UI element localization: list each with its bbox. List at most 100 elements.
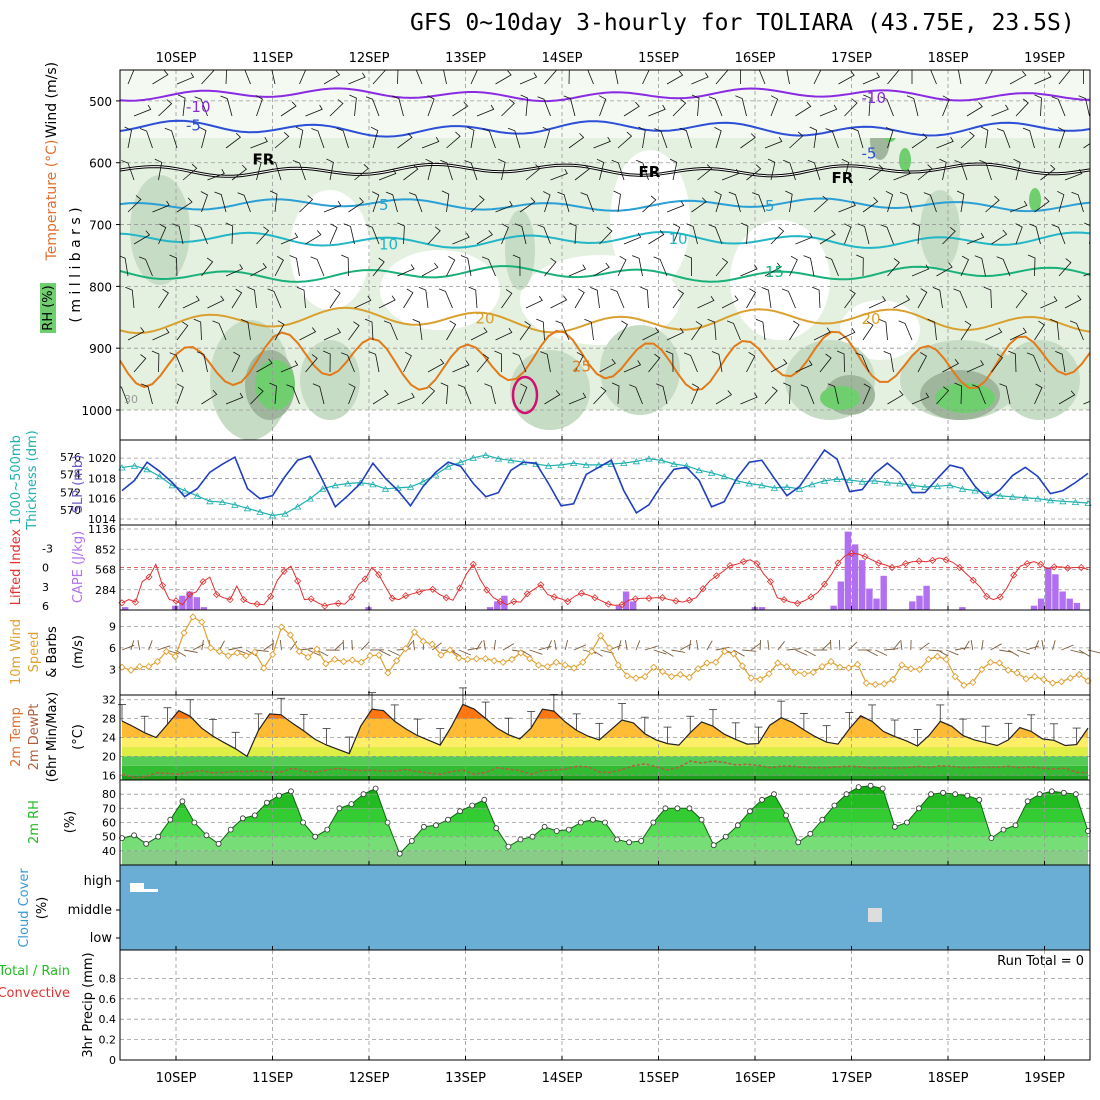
li-point bbox=[550, 593, 558, 601]
wind-speed-point bbox=[871, 680, 879, 689]
li-point bbox=[294, 577, 302, 585]
wind-barb bbox=[176, 197, 193, 213]
wind-barb bbox=[912, 222, 921, 245]
wind-barb bbox=[440, 382, 449, 405]
wind-barb bbox=[857, 223, 870, 245]
wind-barb bbox=[721, 168, 740, 181]
wind-barb bbox=[568, 70, 570, 85]
wind-barb bbox=[803, 255, 815, 277]
wind-speed-point bbox=[526, 655, 534, 663]
cape-bar bbox=[844, 531, 852, 610]
wind-barb bbox=[983, 286, 992, 309]
thickness-point bbox=[582, 461, 590, 468]
wind-barb bbox=[632, 255, 643, 277]
wind-speed-point bbox=[712, 658, 720, 666]
wind-barb bbox=[878, 318, 888, 341]
thickness-point bbox=[456, 458, 465, 466]
wind-barb bbox=[200, 191, 208, 213]
rh-point bbox=[843, 791, 850, 798]
wind-speed-point bbox=[995, 659, 1004, 667]
wind-barb bbox=[786, 70, 790, 85]
wind-barb bbox=[813, 70, 822, 85]
wind-barb bbox=[930, 70, 937, 85]
wind-barb bbox=[666, 327, 684, 341]
rh-point bbox=[420, 823, 427, 830]
wind-barb bbox=[280, 360, 299, 373]
wind-speed-point bbox=[339, 657, 348, 666]
isotherm-label: 5 bbox=[379, 196, 389, 214]
wind-barb bbox=[568, 264, 587, 277]
li-point bbox=[780, 596, 788, 604]
wind-barb bbox=[403, 351, 412, 373]
wind-barb-10m bbox=[529, 649, 543, 655]
wind-barb bbox=[1009, 70, 1027, 85]
wind-speed-point bbox=[180, 629, 188, 637]
cape-bar bbox=[859, 560, 866, 610]
wind-barb bbox=[1034, 383, 1043, 405]
wind-speed-point bbox=[472, 655, 481, 663]
wind-barb bbox=[231, 351, 241, 373]
wind-barb-10m bbox=[928, 649, 943, 652]
wind-barb bbox=[1026, 352, 1041, 373]
li-tick-label: 0 bbox=[42, 562, 49, 575]
isotherm-label: 5 bbox=[765, 197, 775, 215]
wind-barb bbox=[326, 158, 334, 181]
wind-barb bbox=[936, 262, 953, 277]
wind-barb bbox=[746, 352, 756, 373]
pressure-tick-label: 800 bbox=[89, 280, 112, 294]
rh-point bbox=[1036, 791, 1043, 798]
wind-barb bbox=[942, 226, 956, 245]
rh-point bbox=[807, 830, 814, 837]
wind-barb bbox=[193, 318, 202, 341]
wind-barb bbox=[151, 350, 160, 373]
wind-speed-point bbox=[694, 665, 702, 673]
wind-barb bbox=[292, 160, 306, 181]
wind-barb bbox=[341, 352, 355, 373]
wind-barb bbox=[378, 168, 397, 181]
wind-barb bbox=[599, 358, 616, 373]
wind-barb bbox=[507, 127, 521, 149]
rh-point bbox=[324, 826, 331, 833]
li-tick-label: -3 bbox=[42, 542, 53, 555]
wind-barb-10m bbox=[688, 640, 692, 651]
wind-barb bbox=[172, 223, 184, 245]
rh-point bbox=[215, 840, 222, 847]
wind-barb bbox=[397, 392, 415, 405]
wind-barb-10m bbox=[1025, 645, 1039, 651]
li-tick-label: 3 bbox=[42, 581, 49, 594]
ylabel-slp: SLP (mb) bbox=[71, 455, 86, 514]
wind-barb bbox=[207, 168, 225, 181]
rh-point bbox=[360, 791, 367, 798]
wind-barb-10m bbox=[412, 639, 415, 651]
wind-barb-10m bbox=[1070, 649, 1084, 654]
li-point bbox=[618, 601, 626, 609]
wind-barb bbox=[446, 131, 461, 149]
wind-barb bbox=[966, 102, 983, 117]
rh-point bbox=[662, 805, 669, 812]
wind-barb bbox=[672, 98, 687, 117]
wind-speed-point bbox=[596, 632, 605, 640]
ylabel-thickness-top: 1000~500mb bbox=[9, 435, 24, 525]
wind-barb bbox=[629, 384, 643, 405]
wind-barb bbox=[225, 392, 244, 405]
wind-speed-point bbox=[942, 655, 950, 664]
wind-barb bbox=[761, 287, 772, 309]
slp-tick-label: 1016 bbox=[88, 493, 116, 506]
wind-barb bbox=[348, 197, 365, 213]
li-point bbox=[645, 594, 653, 602]
wind-barb bbox=[939, 158, 947, 181]
wind-barb bbox=[555, 320, 570, 341]
wind-barb bbox=[614, 70, 619, 85]
cape-bar bbox=[1073, 602, 1081, 610]
wind-barb bbox=[1027, 254, 1036, 277]
precip-tick-label: 0.8 bbox=[99, 972, 117, 985]
wind-barb bbox=[268, 159, 282, 181]
thickness-point bbox=[758, 482, 766, 489]
wind-barb-10m bbox=[866, 649, 879, 657]
wind-barb bbox=[617, 320, 628, 341]
wind-barb bbox=[838, 70, 855, 85]
rh-point bbox=[855, 784, 862, 790]
li-point bbox=[442, 594, 450, 602]
wind-speed-point bbox=[375, 651, 383, 659]
